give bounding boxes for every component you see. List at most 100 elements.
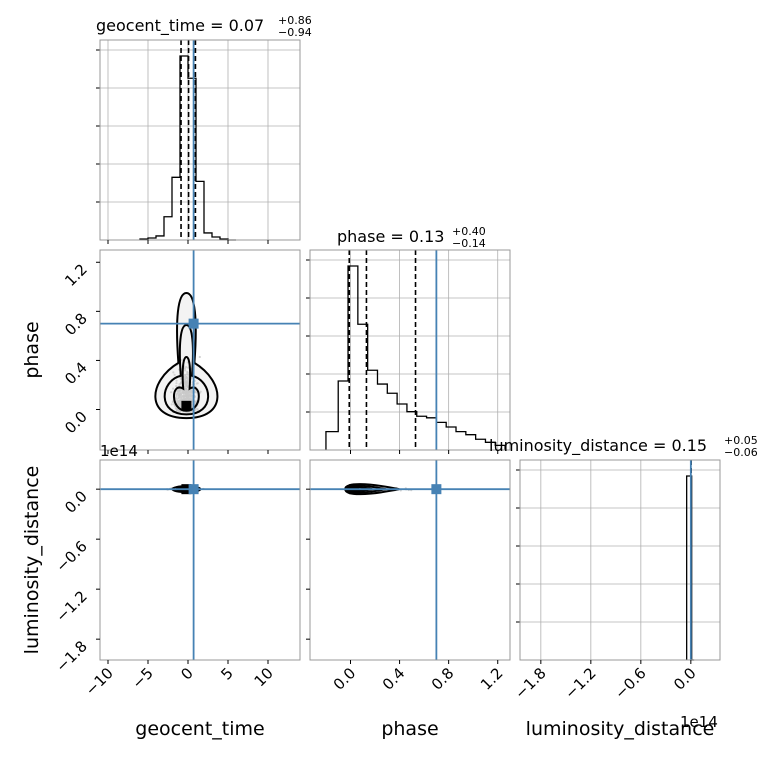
title-luminosity-distance-plus: +0.05 — [724, 434, 758, 447]
xlabel-geocent-time: geocent_time — [135, 718, 264, 740]
x-tick-label: 0 — [177, 664, 196, 683]
x-tick-label: −1.2 — [561, 664, 599, 702]
histogram-step — [325, 265, 506, 450]
sample-point — [169, 391, 173, 394]
y-tick-label: 0.0 — [61, 408, 91, 438]
x-tick-label: 5 — [217, 664, 236, 683]
sample-point — [182, 395, 185, 399]
sample-point — [175, 395, 178, 398]
sample-point — [189, 391, 192, 394]
x-tick-label: −0.6 — [611, 664, 649, 702]
sample-point — [182, 393, 186, 396]
x-tick-label: 0.4 — [379, 664, 409, 694]
hist-panel-geocent_time — [96, 39, 301, 244]
ylabel-luminosity-distance: luminosity_distance — [21, 466, 43, 655]
panel-frame — [519, 459, 721, 661]
y-tick-label: −1.2 — [52, 587, 90, 625]
sample-point — [175, 379, 178, 382]
sample-point — [178, 402, 181, 405]
sample-point — [187, 395, 190, 398]
sample-point — [171, 387, 175, 390]
sample-point — [172, 371, 175, 374]
ylabel-phase: phase — [21, 321, 43, 378]
contour-plot-area — [100, 250, 300, 450]
sample-point — [190, 410, 193, 413]
sample-point — [176, 391, 179, 394]
sample-point — [198, 355, 201, 359]
title-luminosity-distance: luminosity_distance = 0.15 — [489, 436, 707, 456]
y-tick-label: −0.6 — [52, 537, 90, 575]
sample-point — [183, 373, 187, 377]
contour-outer — [154, 291, 219, 420]
sample-point — [181, 398, 185, 401]
truth-marker — [188, 318, 199, 329]
sample-point — [178, 404, 181, 407]
xlabel-phase: phase — [381, 718, 438, 740]
contour-panel-geocent_time-vs-luminosity_distance — [96, 459, 301, 664]
hist-panel-luminosity_distance — [516, 459, 721, 664]
panel-frame — [99, 249, 301, 451]
y-tick-label: 0.8 — [61, 309, 91, 339]
sample-point — [180, 391, 183, 394]
title-geocent-time-minus: −0.94 — [278, 26, 312, 39]
title-phase: phase = 0.13 — [337, 227, 444, 246]
sample-point — [185, 376, 188, 379]
density-peak — [181, 400, 192, 411]
sample-point — [190, 390, 193, 393]
contour-plot-area — [100, 460, 300, 660]
sample-point — [188, 394, 191, 397]
panel-frame — [99, 459, 301, 661]
sample-point — [170, 403, 173, 406]
sample-point — [186, 393, 190, 396]
y-tick-label: 0.0 — [61, 487, 91, 517]
y-tick-label: 1.2 — [61, 260, 91, 290]
sample-point — [175, 409, 179, 412]
panel-frame — [309, 459, 511, 661]
x-tick-label: 1.2 — [477, 664, 507, 694]
x-tick-label: −10 — [82, 664, 117, 699]
contour-inner — [173, 355, 200, 412]
sample-point — [174, 406, 177, 410]
x-tick-label: 0.0 — [330, 664, 360, 694]
contour-plot-area — [310, 460, 510, 660]
truth-marker — [431, 484, 442, 495]
sample-point — [184, 382, 187, 385]
sample-point — [196, 382, 199, 385]
sample-point — [183, 380, 187, 384]
sample-point — [183, 391, 187, 394]
panel-frame — [309, 249, 511, 451]
xlabel-luminosity-distance: luminosity_distance — [526, 718, 715, 740]
sample-point — [179, 378, 183, 381]
sample-point — [173, 373, 176, 376]
title-geocent-time-plus: +0.86 — [278, 14, 312, 27]
y-tick-label: −1.8 — [52, 637, 90, 675]
offset-label-y: 1e14 — [100, 442, 138, 460]
sample-point — [175, 384, 178, 388]
contour-panel-phase-vs-luminosity_distance — [306, 459, 511, 664]
sample-point — [194, 389, 197, 392]
contour-panel-geocent_time-vs-phase — [96, 249, 301, 454]
sample-point — [175, 382, 178, 385]
sample-point — [182, 391, 185, 394]
title-phase-plus: +0.40 — [452, 225, 486, 238]
sample-point — [186, 371, 189, 374]
sample-point — [187, 398, 190, 401]
sample-point — [178, 383, 181, 386]
sample-point — [184, 365, 188, 369]
sample-point — [180, 359, 184, 362]
tick-labels: −10 −5 0 5 10 0.0 0.4 0.8 1.2 −1.8 −1.2 −0.6 0.00.00… — [52, 260, 699, 702]
contour-middle — [163, 323, 210, 416]
x-tick-label: 0.0 — [670, 664, 700, 694]
sample-point — [179, 395, 182, 398]
hist-panel-phase — [306, 249, 511, 454]
title-phase-minus: −0.14 — [452, 237, 486, 250]
sample-point — [176, 398, 179, 401]
offset-label-x: 1e14 — [680, 713, 718, 731]
sample-point — [184, 369, 187, 372]
sample-point — [183, 397, 186, 400]
sample-point — [178, 400, 182, 403]
sample-point — [196, 408, 199, 411]
x-tick-label: 0.8 — [428, 664, 458, 694]
panel-frame — [99, 39, 301, 241]
